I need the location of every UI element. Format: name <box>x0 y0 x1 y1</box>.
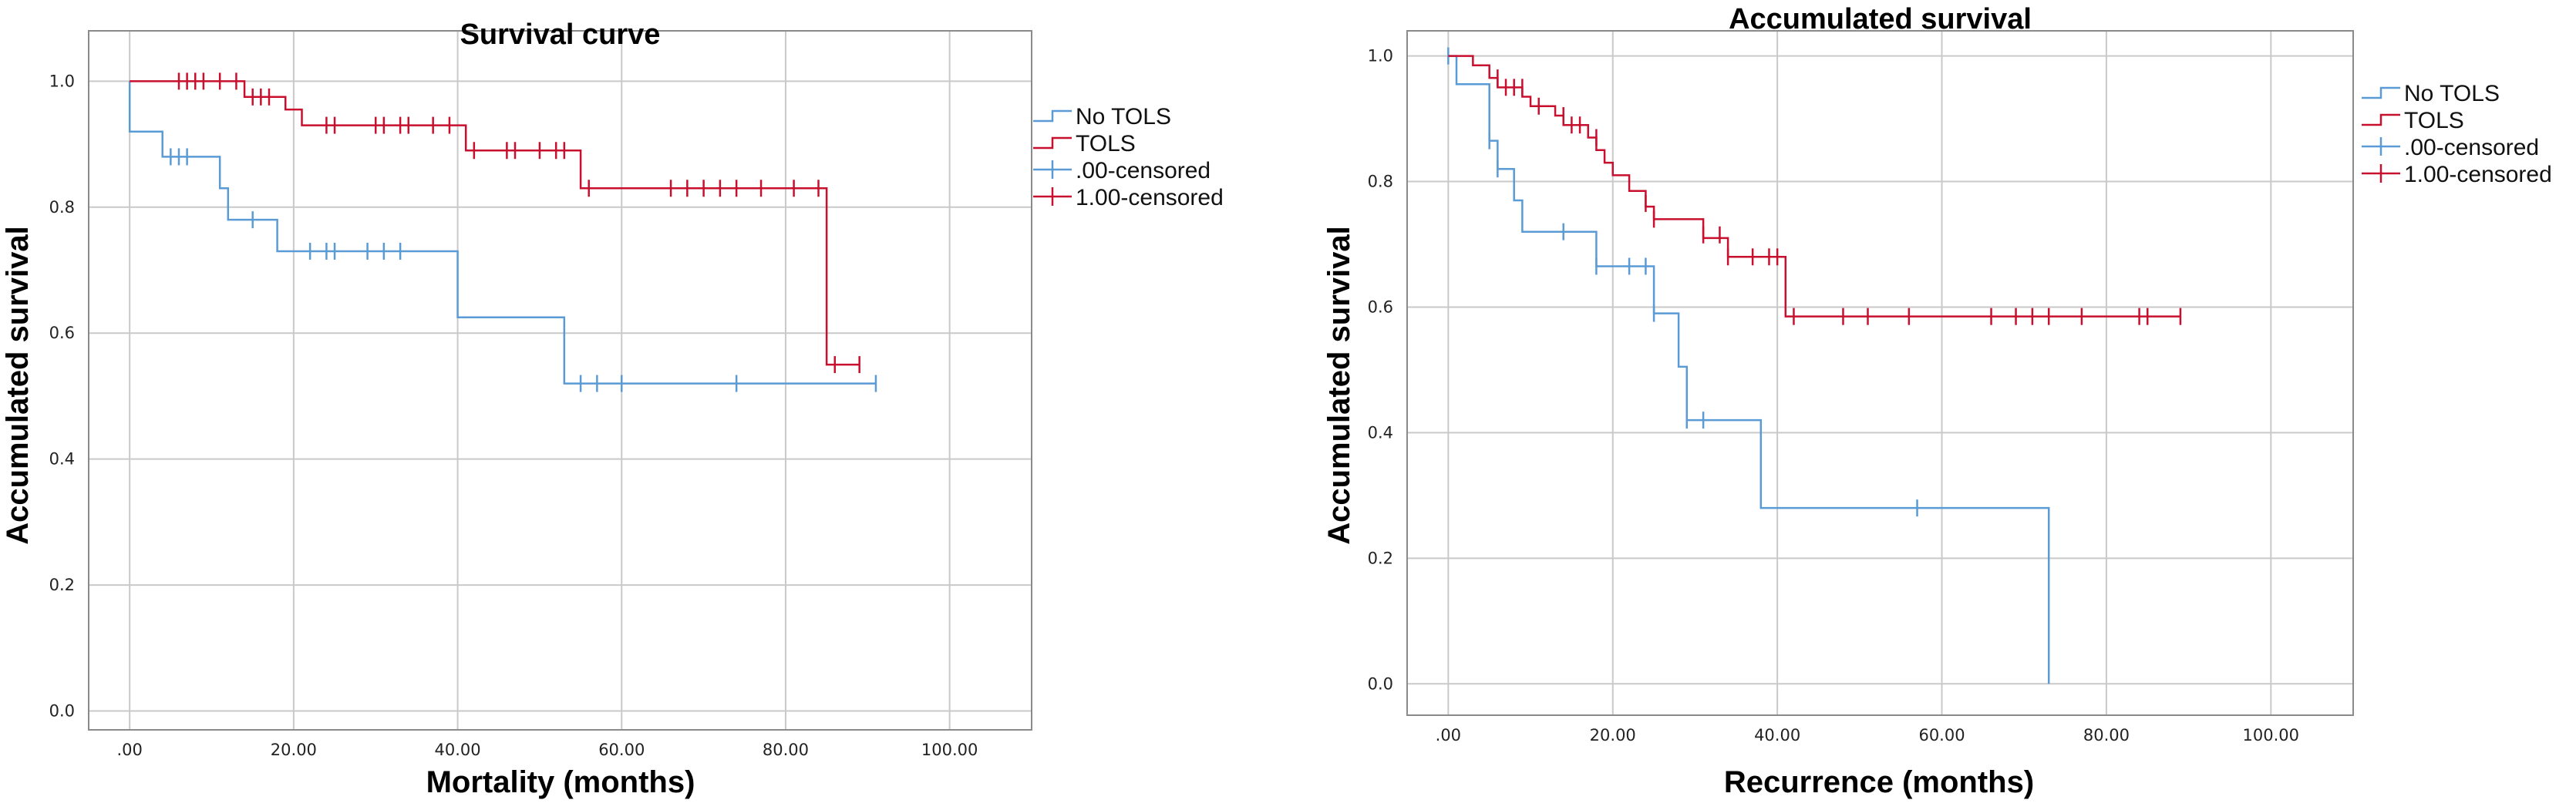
y-tick-label: 1.0 <box>49 72 75 90</box>
legend-label: TOLS <box>1076 131 1136 156</box>
legend-label: 1.00-censored <box>2404 162 2552 187</box>
y-tick-label: 0.4 <box>49 450 75 469</box>
x-tick-label: 20.00 <box>271 741 317 759</box>
legend-label: No TOLS <box>1076 104 1171 129</box>
plot-frame <box>1406 30 2354 716</box>
x-tick-label: 40.00 <box>1754 726 1800 744</box>
chart-title: Accumulated survival <box>1729 3 2032 35</box>
series-line-tols <box>1448 55 2180 318</box>
x-axis-label: Mortality (months) <box>426 765 695 799</box>
accumulated-survival-panel: .00 20.00 40.00 60.00 80.00 100.00 0.0 0.2 0.4 0.… <box>1322 3 2552 799</box>
y-axis-label: Accumulated survival <box>1 226 35 545</box>
legend-label: .00-censored <box>1076 158 1211 183</box>
x-tick-label: 100.00 <box>2243 726 2299 744</box>
x-tick-label: 80.00 <box>2083 726 2130 744</box>
y-tick-label: 0.8 <box>1368 173 1393 191</box>
legend-label: TOLS <box>2404 108 2464 133</box>
x-tick-label: 40.00 <box>435 741 481 759</box>
y-tick-label: 1.0 <box>1368 47 1393 66</box>
legend-swatch-step <box>2362 86 2400 99</box>
x-tick-label: 80.00 <box>763 741 809 759</box>
survival-curve-panel: .00 20.00 40.00 60.00 80.00 100.00 0.0 0.2 0.4 0.… <box>1 18 1224 799</box>
legend-label: .00-censored <box>2404 135 2539 160</box>
x-axis-label: Recurrence (months) <box>1724 765 2034 799</box>
legend-swatch-step <box>1033 109 1072 123</box>
x-tick-label: 20.00 <box>1590 726 1636 744</box>
x-tick-label: .00 <box>1436 726 1461 744</box>
y-tick-label: 0.0 <box>1368 674 1393 693</box>
x-tick-label: .00 <box>116 741 142 759</box>
chart-title: Survival curve <box>460 18 661 51</box>
series-line-no-tols <box>1448 55 2050 684</box>
y-tick-label: 0.6 <box>49 324 75 342</box>
plot-frame <box>88 30 1032 731</box>
legend-swatch-step <box>1033 136 1072 150</box>
x-tick-label: 60.00 <box>598 741 645 759</box>
series-line-tols <box>130 80 860 366</box>
legend-swatch-step <box>2362 113 2400 126</box>
y-tick-label: 0.6 <box>1368 297 1393 316</box>
y-tick-label: 0.0 <box>49 701 75 720</box>
legend-label: 1.00-censored <box>1076 185 1224 210</box>
y-axis-label: Accumulated survival <box>1322 226 1356 545</box>
x-tick-label: 100.00 <box>921 741 978 759</box>
y-tick-label: 0.2 <box>49 576 75 594</box>
y-tick-label: 0.8 <box>49 198 75 217</box>
y-tick-label: 0.2 <box>1368 549 1393 567</box>
x-tick-label: 60.00 <box>1918 726 1965 744</box>
series-line-no-tols <box>128 81 876 385</box>
legend-label: No TOLS <box>2404 81 2500 106</box>
y-tick-label: 0.4 <box>1368 423 1393 442</box>
